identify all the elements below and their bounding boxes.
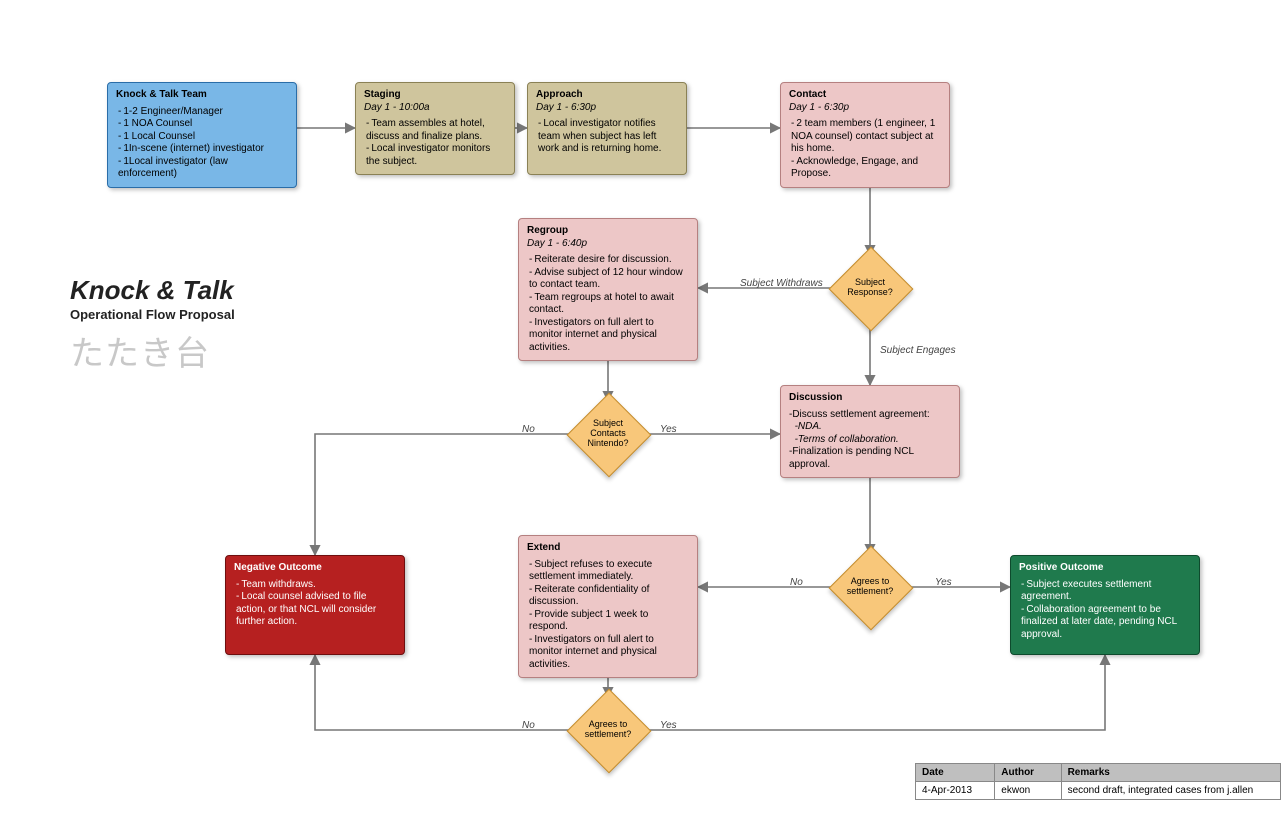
node-staging: StagingDay 1 - 10:00a Team assembles at h… (355, 82, 515, 175)
node-items: 1-2 Engineer/Manager1 NOA Counsel1 Local… (116, 106, 288, 181)
node-title: Knock & Talk Team (116, 89, 288, 102)
node-title: Negative Outcome (234, 562, 396, 575)
node-items: Team assembles at hotel, discuss and fin… (364, 118, 506, 168)
node-item: Local investigator notifies team when su… (538, 118, 678, 156)
node-discussion: Discussion -Discuss settlement agreement:… (780, 385, 960, 478)
table-cell: ekwon (995, 782, 1061, 800)
node-item: Investigators on full alert to monitor i… (529, 317, 689, 355)
node-subtitle: Day 1 - 6:40p (527, 238, 689, 251)
node-title: Contact (789, 89, 941, 102)
node-body: -Discuss settlement agreement: -NDA. -Te… (789, 409, 951, 472)
edge-label-cn_no: No (522, 424, 535, 435)
node-item: 1 Local Counsel (118, 131, 288, 144)
edge-label-withdraws: Subject Withdraws (740, 278, 823, 289)
node-items: 2 team members (1 engineer, 1 NOA counse… (789, 118, 941, 181)
decision-label: SubjectContactsNintendo? (567, 419, 649, 449)
edge-label-cn_yes: Yes (660, 424, 677, 435)
node-item: Provide subject 1 week to respond. (529, 609, 689, 634)
node-team: Knock & Talk Team 1-2 Engineer/Manager1 N… (107, 82, 297, 188)
node-title: Staging (364, 89, 506, 102)
node-title: Regroup (527, 225, 689, 238)
node-item: Team assembles at hotel, discuss and fin… (366, 118, 506, 143)
table-header: Author (995, 764, 1061, 782)
edge-label-a1_yes: Yes (935, 577, 952, 588)
node-item: 1 NOA Counsel (118, 118, 288, 131)
node-extend: Extend Subject refuses to execute settlem… (518, 535, 698, 678)
node-approach: ApproachDay 1 - 6:30p Local investigator … (527, 82, 687, 175)
node-positive: Positive Outcome Subject executes settlem… (1010, 555, 1200, 655)
decision-label: Agrees tosettlement? (567, 720, 649, 740)
table-cell: 4-Apr-2013 (916, 782, 995, 800)
node-items: Reiterate desire for discussion.Advise s… (527, 254, 689, 354)
node-items: Subject executes settlement agreement.Co… (1019, 579, 1191, 642)
node-item: Local investigator monitors the subject. (366, 143, 506, 168)
node-item: Advise subject of 12 hour window to cont… (529, 267, 689, 292)
node-item: Team withdraws. (236, 579, 396, 592)
node-item: Reiterate desire for discussion. (529, 254, 689, 267)
title-japanese: たたき台 (70, 326, 235, 375)
node-item: 1Local investigator (law enforcement) (118, 156, 288, 181)
node-title: Extend (527, 542, 689, 555)
node-negative: Negative Outcome Team withdraws.Local cou… (225, 555, 405, 655)
decision-response: SubjectResponse? (829, 247, 911, 329)
node-item: Subject refuses to execute settlement im… (529, 559, 689, 584)
node-item: Investigators on full alert to monitor i… (529, 634, 689, 672)
node-items: Local investigator notifies team when su… (536, 118, 678, 156)
table-cell: second draft, integrated cases from j.al… (1061, 782, 1280, 800)
title-main: Knock & Talk (70, 275, 235, 306)
decision-label: Agrees tosettlement? (829, 577, 911, 597)
edge-label-a2_no: No (522, 720, 535, 731)
decision-agrees2: Agrees tosettlement? (567, 689, 649, 771)
node-item: Reiterate confidentiality of discussion. (529, 584, 689, 609)
node-title: Discussion (789, 392, 951, 405)
table-header: Date (916, 764, 995, 782)
edge-label-a1_no: No (790, 577, 803, 588)
node-item: Team regroups at hotel to await contact. (529, 292, 689, 317)
decision-contacts: SubjectContactsNintendo? (567, 393, 649, 475)
title-block: Knock & Talk Operational Flow Proposal た… (70, 275, 235, 375)
node-item: Collaboration agreement to be finalized … (1021, 604, 1191, 642)
node-subtitle: Day 1 - 10:00a (364, 102, 506, 115)
node-subtitle: Day 1 - 6:30p (536, 102, 678, 115)
node-item: 2 team members (1 engineer, 1 NOA counse… (791, 118, 941, 156)
edge-label-a2_yes: Yes (660, 720, 677, 731)
node-subtitle: Day 1 - 6:30p (789, 102, 941, 115)
node-contact: ContactDay 1 - 6:30p 2 team members (1 en… (780, 82, 950, 188)
decision-agrees1: Agrees tosettlement? (829, 546, 911, 628)
node-items: Subject refuses to execute settlement im… (527, 559, 689, 672)
edge-label-engages: Subject Engages (880, 345, 956, 356)
node-regroup: RegroupDay 1 - 6:40p Reiterate desire for… (518, 218, 698, 361)
table-header: Remarks (1061, 764, 1280, 782)
node-title: Approach (536, 89, 678, 102)
node-item: 1-2 Engineer/Manager (118, 106, 288, 119)
revision-table: DateAuthorRemarks 4-Apr-2013ekwonsecond … (915, 763, 1281, 800)
title-subtitle: Operational Flow Proposal (70, 307, 235, 322)
node-item: Acknowledge, Engage, and Propose. (791, 156, 941, 181)
node-item: 1In-scene (internet) investigator (118, 143, 288, 156)
node-item: Local counsel advised to file action, or… (236, 591, 396, 629)
node-title: Positive Outcome (1019, 562, 1191, 575)
decision-label: SubjectResponse? (829, 278, 911, 298)
node-items: Team withdraws.Local counsel advised to … (234, 579, 396, 629)
node-item: Subject executes settlement agreement. (1021, 579, 1191, 604)
